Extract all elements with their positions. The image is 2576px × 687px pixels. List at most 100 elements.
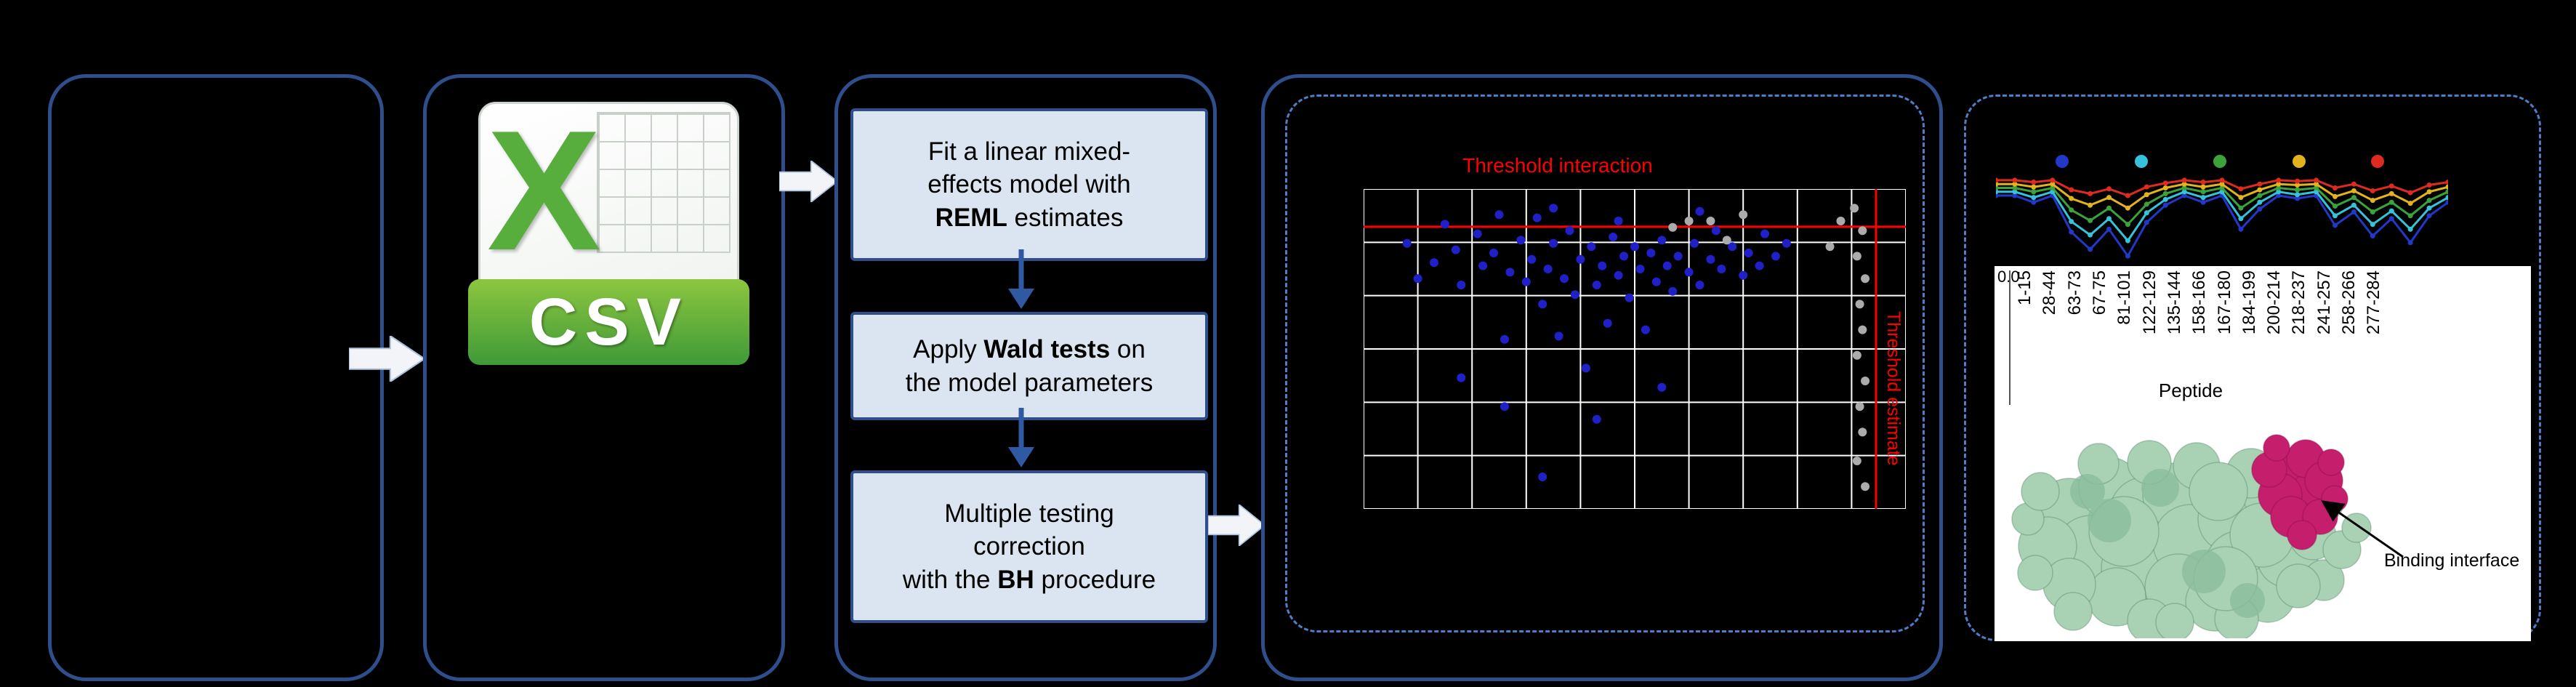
state-1-marker: [2106, 226, 2112, 232]
state-5-marker: [2445, 180, 2448, 185]
uptake-line-chart: [1996, 177, 2448, 259]
csv-box: [423, 74, 785, 681]
significant-point: [1760, 229, 1770, 238]
state-4-marker: [2181, 181, 2187, 187]
state-5-legend-dot: [2371, 155, 2384, 168]
peptide-tick-label: 135-144: [2164, 270, 2184, 335]
state-5-marker: [2238, 186, 2244, 192]
step-bh-text: Multiple testing correction with the BH …: [902, 499, 1156, 594]
scatter-plot: [1364, 189, 1906, 509]
significant-point: [1657, 236, 1667, 245]
state-3-marker: [2370, 209, 2375, 214]
state-5-marker: [2050, 177, 2056, 183]
significant-point: [1614, 217, 1623, 225]
significant-point: [1554, 332, 1563, 341]
y-axis-line: [2009, 270, 2011, 405]
peptide-tick-labels: 1-15 28-44 63-73 67-75 81-101 122-129 135-144 1…: [2015, 270, 2384, 379]
binding-region-highlight: [2251, 434, 2348, 550]
peptide-tick-label: 241-257: [2314, 270, 2334, 335]
state-3-marker: [2445, 189, 2448, 195]
significant-point: [1516, 236, 1526, 245]
state-5-marker: [1996, 177, 1999, 183]
state-3-marker: [2088, 217, 2093, 223]
state-1-marker: [2445, 199, 2448, 205]
csv-file-icon: X CSV: [465, 95, 752, 372]
reference-point: [1858, 226, 1867, 236]
state-2-marker: [2200, 195, 2206, 201]
state-2-marker: [2238, 216, 2244, 222]
significant-point: [1690, 238, 1699, 248]
state-5-marker: [2333, 185, 2338, 190]
state-4-marker: [2031, 184, 2037, 190]
state-5-marker: [2257, 181, 2263, 187]
state-5-marker: [2295, 178, 2301, 184]
reference-point: [1706, 217, 1715, 225]
significant-point: [1592, 281, 1601, 289]
state-4-marker: [2238, 195, 2244, 201]
state-3-marker: [2276, 185, 2282, 190]
peptide-tick-label: 63-73: [2064, 270, 2085, 316]
state-4-marker: [2445, 184, 2448, 190]
significant-point: [1440, 220, 1449, 229]
peptide-tick-label: 258-266: [2339, 270, 2359, 335]
state-5-marker: [2200, 180, 2206, 185]
significant-point: [1646, 249, 1656, 257]
state-1-marker: [2069, 229, 2074, 235]
protein-structure-image: [2011, 434, 2372, 638]
state-1-marker: [2200, 199, 2206, 205]
csv-banner-label: CSV: [468, 279, 749, 365]
state-5-marker: [2106, 186, 2112, 192]
significant-point: [1717, 265, 1726, 273]
significant-point: [1695, 206, 1704, 216]
state-5-marker: [2388, 183, 2394, 189]
peptide-axis-label: Peptide: [2158, 379, 2223, 401]
state-4-marker: [2200, 184, 2206, 190]
state-3-marker: [2407, 213, 2413, 219]
state-1-marker: [2181, 193, 2187, 198]
state-3-marker: [2200, 189, 2206, 195]
state-legend-dots: [2056, 154, 2384, 169]
state-1-marker: [2276, 193, 2282, 198]
state-4-marker: [2276, 181, 2282, 187]
state-2-marker: [2333, 213, 2338, 219]
significant-point: [1413, 274, 1422, 284]
significant-point: [1402, 238, 1412, 248]
state-3-marker: [2238, 205, 2244, 211]
reference-point: [1684, 217, 1694, 225]
peptide-tick-label: 122-129: [2139, 270, 2160, 335]
state-2-marker: [2125, 238, 2130, 244]
reference-point: [1836, 217, 1846, 225]
state-2-marker: [2445, 195, 2448, 201]
state-2-marker: [2426, 205, 2432, 211]
state-4-marker: [2407, 201, 2413, 206]
state-5-marker: [2162, 180, 2168, 186]
state-3-legend-dot: [2213, 155, 2226, 168]
significant-point: [1532, 213, 1542, 222]
state-4-marker: [2370, 198, 2375, 204]
significant-point: [1521, 277, 1531, 286]
state-2-marker: [2181, 189, 2187, 195]
state-3-marker: [2144, 201, 2149, 207]
state-2-marker: [2276, 189, 2282, 195]
y-axis-tick-label: 0.0: [1997, 268, 2020, 286]
state-2-marker: [2388, 208, 2394, 214]
down-arrow-2-icon: [1008, 408, 1034, 467]
significant-point: [1457, 281, 1466, 289]
significant-point: [1744, 249, 1753, 257]
significant-point: [1630, 242, 1639, 252]
state-5-marker: [2276, 177, 2282, 183]
significant-point: [1771, 252, 1780, 261]
flow-arrow-2-icon: [779, 161, 837, 202]
state-5-marker: [2314, 177, 2319, 183]
volcano-panel: [1285, 95, 1925, 632]
state-1-marker: [1996, 193, 1999, 198]
significant-point: [1527, 254, 1537, 264]
state-3-marker: [2050, 185, 2056, 190]
state-1-marker: [2295, 196, 2301, 201]
state-1-line: [1996, 194, 2448, 259]
state-4-legend-dot: [2292, 155, 2306, 168]
state-1-marker: [2125, 253, 2130, 259]
flow-arrow-1-icon: [349, 336, 424, 382]
binding-interface-label: Binding interface: [2384, 550, 2520, 571]
